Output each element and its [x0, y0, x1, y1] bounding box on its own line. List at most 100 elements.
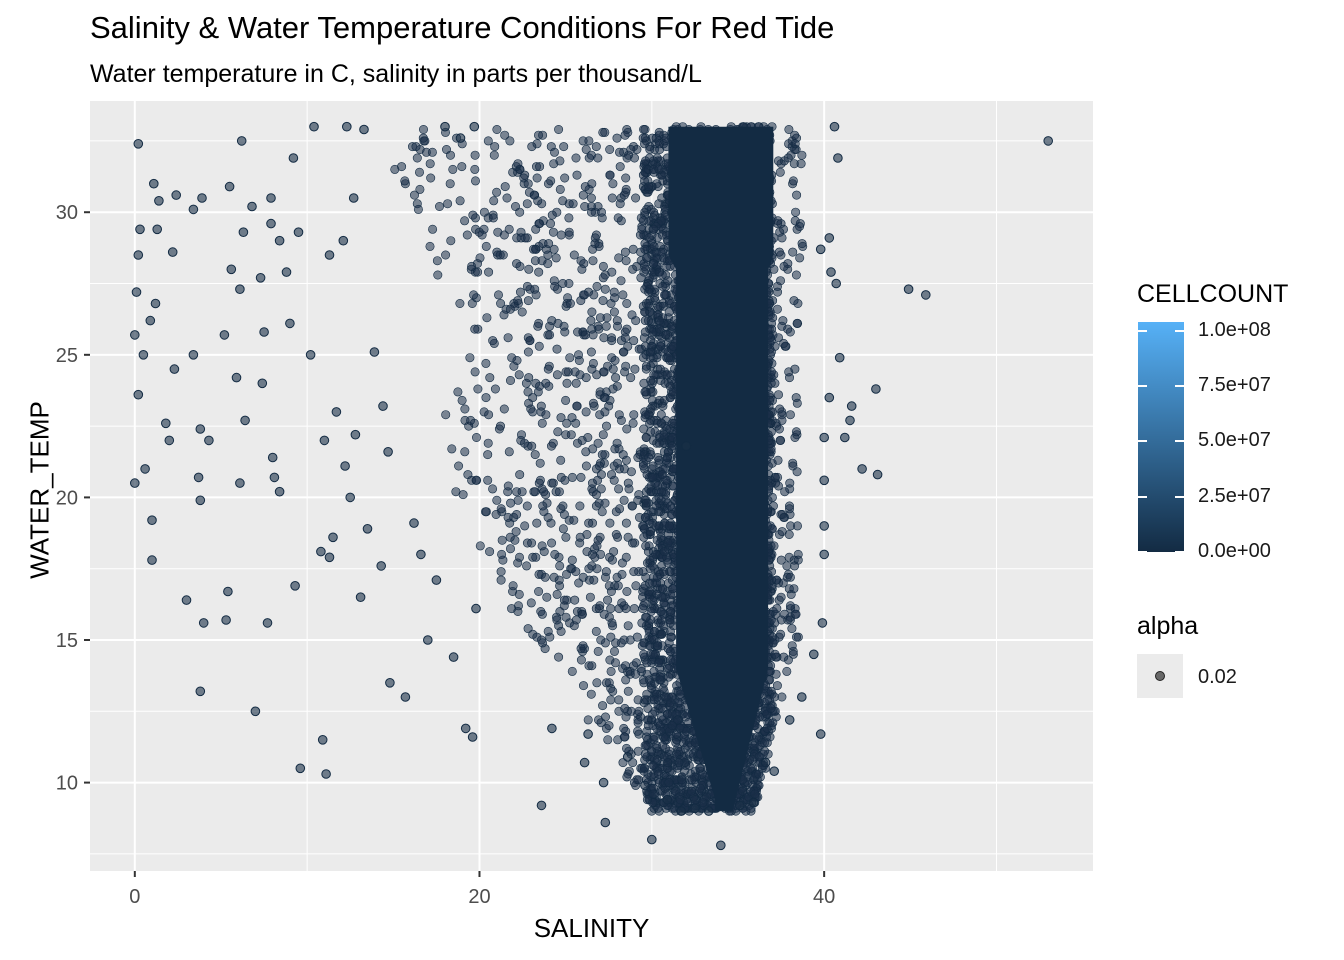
- scatter-point: [511, 527, 521, 537]
- scatter-point: [581, 407, 591, 417]
- scatter-point: [546, 441, 556, 451]
- scatter-point: [561, 367, 571, 377]
- scatter-point: [782, 561, 792, 571]
- scatter-point: [576, 644, 586, 654]
- scatter-point: [621, 604, 631, 614]
- scatter-point: [638, 170, 648, 180]
- scatter-point: [576, 472, 586, 482]
- scatter-point: [493, 290, 503, 300]
- scatter-point: [411, 142, 421, 152]
- scatter-point: [470, 150, 480, 160]
- scatter-point: [522, 538, 532, 548]
- scatter-point: [775, 167, 785, 177]
- scatter-point: [620, 703, 630, 713]
- scatter-point: [570, 367, 580, 377]
- scatter-point: [628, 418, 638, 428]
- scatter-point: [622, 586, 632, 596]
- scatter-point: [584, 153, 594, 163]
- scatter-point: [607, 193, 617, 203]
- scatter-point: [561, 395, 571, 405]
- scatter-point: [543, 512, 553, 522]
- scatter-point: [609, 307, 619, 317]
- scatter-point: [559, 142, 569, 152]
- scatter-point: [659, 290, 669, 300]
- scatter-point: [548, 227, 558, 237]
- scatter-point: [545, 632, 555, 642]
- scatter-point: [457, 395, 467, 405]
- scatter-point: [790, 561, 800, 571]
- scatter-point: [490, 384, 500, 394]
- scatter-point: [599, 333, 609, 343]
- scatter-point: [604, 581, 614, 591]
- scatter-point: [770, 472, 780, 482]
- scatter-point: [443, 199, 453, 209]
- scatter-point: [606, 470, 616, 480]
- scatter-point: [521, 378, 531, 388]
- scatter-point: [484, 410, 494, 420]
- scatter-point: [605, 518, 615, 528]
- scatter-point: [661, 330, 671, 340]
- scatter-point: [400, 176, 410, 186]
- scatter-point: [583, 715, 593, 725]
- scatter-point: [516, 435, 526, 445]
- scatter-point: [567, 666, 577, 676]
- scatter-point: [481, 393, 491, 403]
- scatter-point: [535, 162, 545, 172]
- scatter-point: [445, 179, 455, 189]
- scatter-point: [614, 147, 624, 157]
- scatter-point: [777, 415, 787, 425]
- scatter-point: [465, 353, 475, 363]
- scatter-point: [534, 341, 544, 351]
- scatter-point: [768, 638, 778, 648]
- scatter-point: [552, 615, 562, 625]
- scatter-point: [522, 501, 532, 511]
- scatter-point: [614, 410, 624, 420]
- scatter-point: [520, 233, 530, 243]
- scatter-point: [556, 413, 566, 423]
- scatter-point: [789, 296, 799, 306]
- scatter-point: [791, 207, 801, 217]
- scatter-point: [517, 307, 527, 317]
- scatter-point: [776, 629, 786, 639]
- scatter-point: [648, 358, 658, 368]
- scatter-point: [598, 430, 608, 440]
- scatter-point: [554, 487, 564, 497]
- scatter-point: [571, 378, 581, 388]
- scatter-point: [600, 498, 610, 508]
- scatter-point: [791, 427, 801, 437]
- scatter-point: [604, 678, 614, 688]
- scatter-point: [611, 529, 621, 539]
- scatter-point: [538, 501, 548, 511]
- scatter-point: [614, 484, 624, 494]
- scatter-point: [631, 193, 641, 203]
- scatter-point: [515, 261, 525, 271]
- scatter-point: [515, 470, 525, 480]
- scatter-point: [605, 145, 615, 155]
- scatter-point: [773, 156, 783, 166]
- scatter-point: [466, 415, 476, 425]
- scatter-point: [624, 484, 634, 494]
- scatter-point: [642, 253, 652, 263]
- scatter-point: [569, 250, 579, 260]
- scatter-point: [608, 686, 618, 696]
- scatter-point: [593, 153, 603, 163]
- scatter-point: [505, 136, 515, 146]
- scatter-point: [637, 641, 647, 651]
- scatter-point: [561, 569, 571, 579]
- scatter-point: [665, 501, 675, 511]
- scatter-point: [622, 298, 632, 308]
- scatter-point: [777, 527, 787, 537]
- scatter-point: [441, 250, 451, 260]
- scatter-point: [774, 247, 784, 257]
- scatter-point: [598, 273, 608, 283]
- scatter-point: [629, 336, 639, 346]
- scatter-point: [597, 507, 607, 517]
- dense-point-cloud: [390, 122, 808, 816]
- scatter-point: [640, 327, 650, 337]
- scatter-point: [663, 276, 673, 286]
- scatter-point: [773, 455, 783, 465]
- scatter-point: [774, 424, 784, 434]
- scatter-point: [615, 504, 625, 514]
- scatter-point: [640, 512, 650, 522]
- scatter-point: [495, 421, 505, 431]
